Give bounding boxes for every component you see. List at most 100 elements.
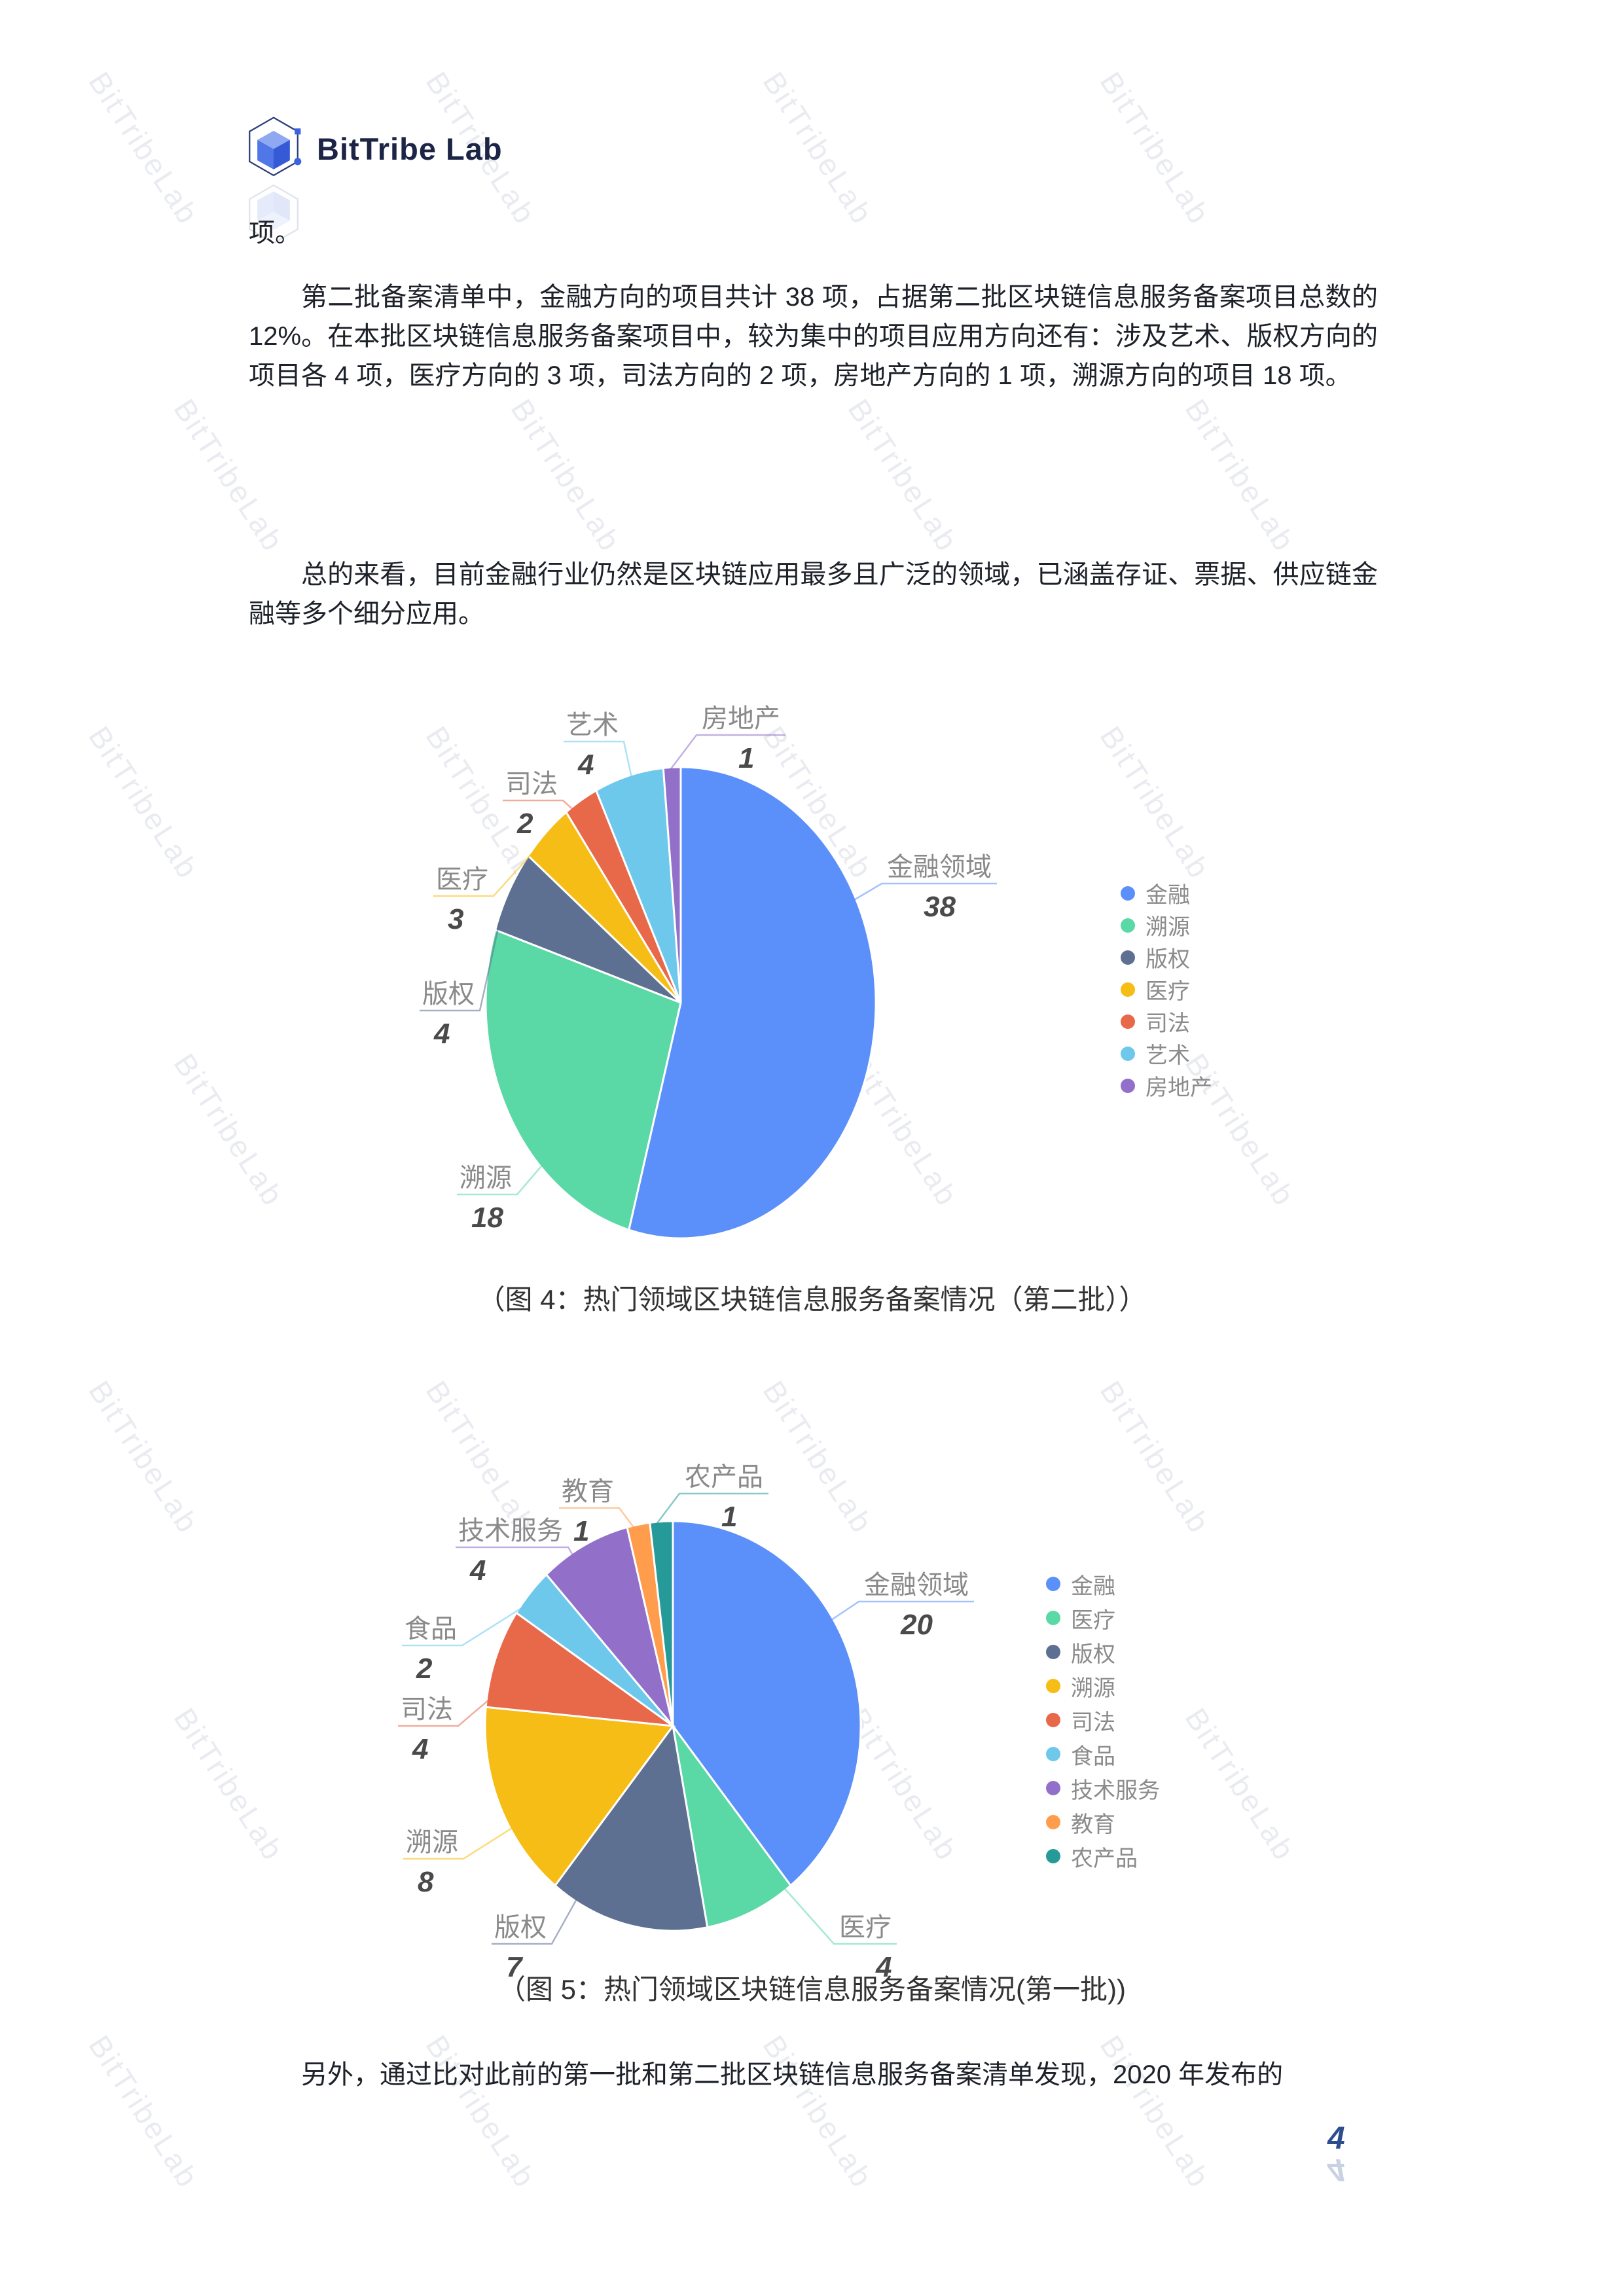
callout-label-版权: 版权 <box>422 980 475 1009</box>
legend-item-农产品: 农产品 <box>1046 1839 1160 1873</box>
paragraph-compare: 另外，通过比对此前的第一批和第二批区块链信息服务备案清单发现，2020 年发布的 <box>301 2060 1284 2089</box>
page-number-value: 4 <box>1327 2121 1345 2156</box>
legend-dot-icon <box>1046 1849 1060 1863</box>
legend-item-版权: 版权 <box>1046 1635 1160 1669</box>
legend-label: 司法 <box>1071 1710 1115 1735</box>
legend-dot-icon <box>1046 1781 1060 1795</box>
callout-line-溯源 <box>457 1164 543 1196</box>
pie-slice-艺术 <box>594 766 682 1003</box>
callout-value-版权: 4 <box>433 1018 450 1050</box>
legend-label: 司法 <box>1146 1011 1190 1036</box>
callout-label-版权: 版权 <box>494 1913 547 1942</box>
legend-label: 版权 <box>1071 1641 1115 1667</box>
watermark-text: BitTribeLab <box>504 393 628 558</box>
pie-slice-版权 <box>494 854 682 1004</box>
legend-dot-icon <box>1046 1815 1060 1829</box>
callout-line-食品 <box>402 1607 522 1647</box>
legend-item-艺术: 艺术 <box>1121 1037 1212 1069</box>
legend-item-司法: 司法 <box>1121 1005 1212 1037</box>
callout-label-金融: 金融领域 <box>887 853 992 882</box>
callout-value-医疗: 4 <box>875 1951 892 1983</box>
legend-dot-icon <box>1121 918 1135 933</box>
callout-value-房地产: 1 <box>738 742 754 774</box>
legend-label: 技术服务 <box>1071 1778 1160 1803</box>
callout-line-农产品 <box>655 1492 768 1525</box>
pie-slice-金融 <box>627 766 877 1240</box>
legend-label: 农产品 <box>1071 1846 1138 1871</box>
callout-value-技术服务: 4 <box>469 1554 486 1587</box>
callout-value-版权: 7 <box>506 1951 524 1983</box>
figure4-pie-svg: 金融领域 38 溯源 18 版权 4 医疗 3 司法 2 艺术 4 房地产 1 <box>420 704 997 1240</box>
legend-item-金融: 金融 <box>1121 877 1212 909</box>
callout-label-农产品: 农产品 <box>685 1463 763 1492</box>
brand-cube-icon <box>249 117 302 177</box>
pie-slice-医疗 <box>672 1725 792 1929</box>
legend-label: 溯源 <box>1146 915 1190 940</box>
legend-dot-icon <box>1121 886 1135 901</box>
callout-label-溯源: 溯源 <box>460 1164 512 1193</box>
callout-line-技术服务 <box>456 1546 574 1556</box>
callout-line-司法 <box>398 1699 489 1727</box>
legend-item-技术服务: 技术服务 <box>1046 1771 1160 1805</box>
callout-label-金融: 金融领域 <box>864 1571 969 1600</box>
callout-label-司法: 司法 <box>505 770 558 798</box>
watermark-text: BitTribeLab <box>167 393 291 558</box>
callout-line-教育 <box>559 1507 635 1528</box>
legend-item-教育: 教育 <box>1046 1805 1160 1839</box>
figure4-pie-chart: 金融领域 38 溯源 18 版权 4 医疗 3 司法 2 艺术 4 房地产 1 金融 溯源 版权 医疗 司法 艺术房… <box>0 681 1624 1270</box>
callout-line-医疗 <box>784 1888 897 1945</box>
callout-line-医疗 <box>433 850 535 897</box>
legend-dot-icon <box>1121 1078 1135 1093</box>
callout-value-司法: 2 <box>516 808 533 840</box>
callout-line-金融 <box>831 1600 974 1621</box>
callout-value-食品: 2 <box>416 1653 433 1685</box>
pie-slice-溯源 <box>484 1706 675 1888</box>
legend-dot-icon <box>1046 1577 1060 1591</box>
legend-label: 食品 <box>1071 1744 1115 1769</box>
figure5-pie-svg: 金融领域 20 医疗 4 版权 7 溯源 8 司法 4 食品 2 技术服务 4 教育 1 农产品 1 <box>398 1463 974 1983</box>
pie-slice-版权 <box>554 1723 709 1932</box>
callout-label-溯源: 溯源 <box>406 1828 458 1857</box>
figure4-caption: （图 4：热门领域区块链信息服务备案情况（第二批）） <box>477 1284 1147 1315</box>
callout-label-房地产: 房地产 <box>702 704 780 733</box>
watermark-text: BitTribeLab <box>82 65 206 231</box>
callout-line-艺术 <box>564 740 633 778</box>
callout-value-司法: 4 <box>412 1733 428 1765</box>
callout-value-溯源: 8 <box>418 1866 434 1898</box>
pie-slice-金融 <box>672 1520 862 1888</box>
callout-label-食品: 食品 <box>405 1615 457 1643</box>
callout-line-版权 <box>492 1899 577 1945</box>
legend-label: 溯源 <box>1071 1676 1115 1701</box>
paragraph-batch2: 第二批备案清单中，金融方向的项目共计 38 项，占据第二批区块链信息服务备案项目… <box>249 283 1378 390</box>
callout-value-艺术: 4 <box>577 749 594 781</box>
legend-item-医疗: 医疗 <box>1121 973 1212 1005</box>
legend-dot-icon <box>1121 1046 1135 1061</box>
callout-value-金融: 20 <box>900 1609 933 1641</box>
legend-label: 金融 <box>1071 1573 1115 1599</box>
callout-line-版权 <box>420 922 500 1012</box>
legend-item-版权: 版权 <box>1121 941 1212 973</box>
watermark-text: BitTribeLab <box>1093 2029 1218 2195</box>
pie-slice-农产品 <box>649 1520 674 1727</box>
legend-dot-icon <box>1046 1713 1060 1727</box>
callout-label-艺术: 艺术 <box>566 711 619 740</box>
legend-dot-icon <box>1121 950 1135 965</box>
legend-label: 艺术 <box>1146 1043 1190 1068</box>
brand-logo: BitTribe Lab <box>244 115 503 244</box>
legend-label: 房地产 <box>1146 1075 1212 1100</box>
callout-line-房地产 <box>669 734 785 770</box>
legend-item-溯源: 溯源 <box>1046 1669 1160 1703</box>
callout-label-技术服务: 技术服务 <box>458 1516 563 1545</box>
figure4-legend: 金融溯源 版权医疗司法艺术房地产 <box>1121 877 1212 1102</box>
watermark-text: BitTribeLab <box>756 2029 880 2195</box>
callout-line-溯源 <box>403 1827 513 1860</box>
legend-item-房地产: 房地产 <box>1121 1069 1212 1102</box>
legend-item-金融: 金融 <box>1046 1567 1160 1601</box>
callout-line-金融 <box>854 882 997 901</box>
callout-line-司法 <box>503 799 573 810</box>
legend-dot-icon <box>1121 1014 1135 1029</box>
callout-value-金融: 38 <box>924 891 956 923</box>
legend-dot-icon <box>1046 1679 1060 1693</box>
legend-label: 医疗 <box>1146 979 1190 1004</box>
